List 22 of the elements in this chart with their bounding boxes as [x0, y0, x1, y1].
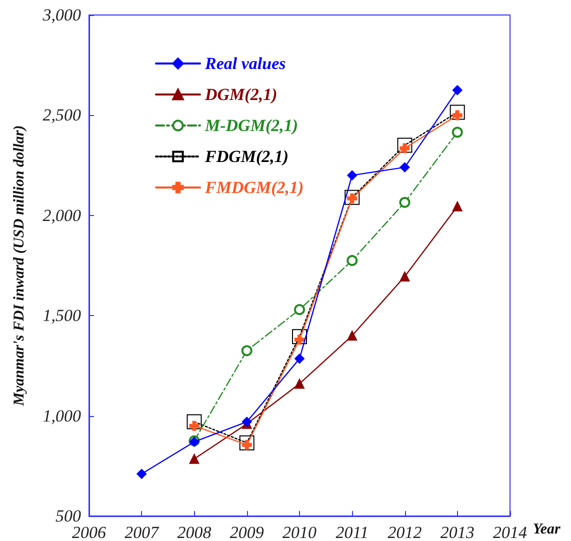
x-tick-label: 2012 — [388, 523, 422, 541]
x-tick-label: 2007 — [124, 523, 160, 541]
x-axis-title: Year — [532, 522, 561, 538]
y-tick-label: 1,000 — [42, 406, 82, 426]
legend-label: M-DGM(2,1) — [204, 116, 298, 135]
legend-label: DGM(2,1) — [204, 85, 278, 104]
legend-label: FMDGM(2,1) — [204, 178, 304, 197]
y-axis-title: Myanmar's FDI inward (USD million dollar) — [12, 125, 28, 407]
x-tick-label: 2008 — [177, 523, 212, 541]
x-tick-label: 2014 — [493, 523, 528, 541]
y-tick-label: 1,500 — [42, 306, 82, 326]
x-tick-label: 2013 — [440, 523, 474, 541]
x-tick-label: 2010 — [282, 523, 317, 541]
legend-label: FDGM(2,1) — [204, 147, 289, 166]
y-tick-label: 500 — [56, 506, 82, 526]
legend-label: Real values — [204, 54, 286, 73]
y-tick-label: 2,000 — [42, 206, 82, 225]
x-tick-label: 2011 — [336, 523, 368, 541]
x-tick-label: 2006 — [72, 523, 106, 541]
y-tick-label: 2,500 — [42, 106, 82, 125]
y-tick-label: 3,000 — [42, 6, 82, 24]
x-tick-label: 2009 — [230, 523, 264, 541]
